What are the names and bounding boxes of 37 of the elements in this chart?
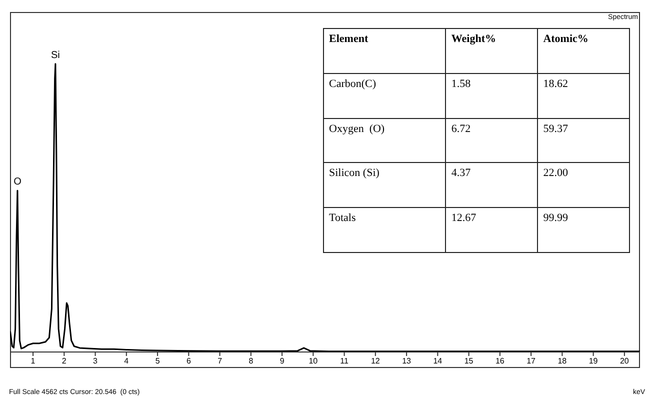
x-tick-label: 7	[218, 356, 223, 366]
annotation: 22.00	[538, 162, 630, 208]
annotation: 12.67	[446, 208, 538, 252]
x-tick-label: 10	[308, 356, 318, 366]
annotation: Si	[50, 50, 60, 61]
annotation: 4.37	[446, 162, 538, 208]
text: Weight%	[446, 28, 538, 74]
annotation: Totals	[324, 208, 446, 252]
x-tick-label: 9	[280, 356, 285, 366]
annotation: 1.58	[446, 73, 538, 118]
annotation: Carbon(C)	[324, 73, 446, 118]
x-tick-label: 11	[340, 356, 349, 366]
annotation: Silicon (Si)	[324, 162, 446, 208]
x-tick-label: 14	[433, 356, 443, 366]
annotation: 6.72	[446, 118, 538, 163]
x-tick-label: 18	[558, 356, 568, 366]
x-tick-label: 3	[93, 356, 98, 366]
x-tick-label: 1	[30, 356, 36, 366]
x-tick-label: 2	[62, 356, 67, 366]
x-tick-label: 4	[124, 356, 130, 366]
x-tick-label: 6	[186, 356, 192, 366]
x-tick-label: 20	[620, 356, 630, 366]
annotation: Oxygen (O)	[324, 118, 446, 163]
annotation: 18.62	[538, 73, 630, 118]
text: Atomic%	[538, 28, 630, 74]
annotation: 99.99	[538, 208, 630, 252]
x-tick-label: 13	[402, 356, 412, 366]
x-tick-label: 16	[495, 356, 505, 366]
annotation: 59.37	[538, 118, 630, 163]
x-tick-label: 19	[588, 356, 598, 366]
x-tick-label: 8	[248, 356, 254, 366]
x-tick-label: 17	[526, 356, 536, 366]
x-tick-label: 15	[464, 356, 474, 366]
x-tick-label: 5	[155, 356, 160, 366]
annotation: O	[14, 176, 22, 188]
text: Element	[324, 28, 446, 74]
x-tick-label: 12	[370, 356, 380, 366]
